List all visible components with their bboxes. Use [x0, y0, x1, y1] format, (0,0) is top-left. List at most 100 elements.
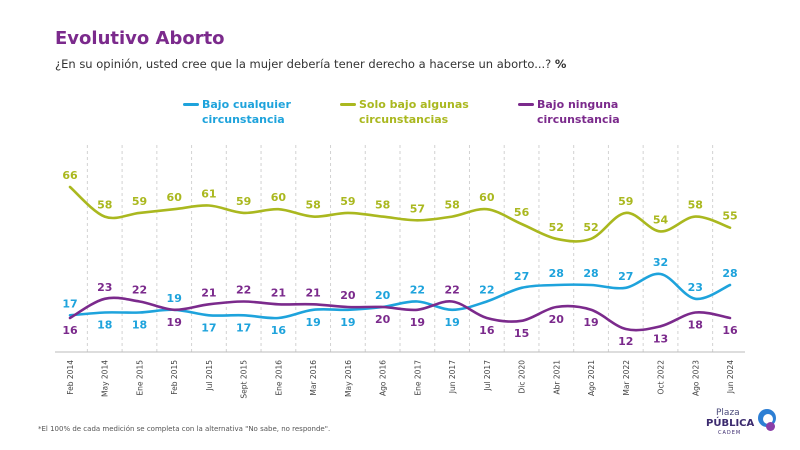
- x-tick-label: Ago 2016: [379, 360, 388, 396]
- x-tick-label: Ago 2023: [691, 360, 700, 396]
- x-tick-label: Abr 2021: [552, 360, 561, 395]
- data-label-bajo-ninguna: 21: [271, 286, 286, 299]
- x-tick-label: Mar 2022: [622, 360, 631, 396]
- data-label-solo-bajo-algunas: 59: [618, 195, 633, 208]
- data-label-bajo-ninguna: 15: [514, 327, 529, 340]
- logo-line3: CADEM: [718, 430, 742, 436]
- data-label-bajo-ninguna: 19: [583, 316, 598, 329]
- data-label-solo-bajo-algunas: 59: [236, 195, 251, 208]
- data-label-bajo-cualquier: 19: [306, 316, 321, 329]
- data-label-bajo-ninguna: 20: [375, 313, 391, 326]
- legend-label-line2: circunstancias: [359, 113, 449, 126]
- data-label-bajo-ninguna: 12: [618, 335, 633, 348]
- x-tick-label: Ene 2017: [413, 360, 422, 396]
- data-label-solo-bajo-algunas: 61: [201, 188, 216, 201]
- data-label-bajo-cualquier: 19: [444, 316, 459, 329]
- data-label-bajo-ninguna: 20: [549, 313, 565, 326]
- x-tick-label: Feb 2014: [66, 360, 75, 395]
- data-label-bajo-ninguna: 16: [479, 324, 495, 337]
- data-label-bajo-ninguna: 16: [62, 324, 78, 337]
- logo-bubble-accent-icon: [766, 422, 775, 431]
- data-label-bajo-cualquier: 19: [340, 316, 355, 329]
- data-label-bajo-ninguna: 22: [444, 284, 459, 297]
- data-label-bajo-cualquier: 16: [271, 324, 287, 337]
- data-label-bajo-cualquier: 27: [514, 270, 529, 283]
- data-label-solo-bajo-algunas: 52: [549, 221, 564, 234]
- data-label-solo-bajo-algunas: 58: [688, 199, 703, 212]
- data-label-bajo-ninguna: 18: [688, 319, 703, 332]
- x-tick-label: Ene 2016: [274, 360, 283, 396]
- data-label-solo-bajo-algunas: 60: [271, 191, 287, 204]
- data-label-bajo-cualquier: 28: [549, 267, 564, 280]
- data-label-bajo-ninguna: 21: [306, 286, 321, 299]
- series-line-bajo-ninguna: [68, 296, 732, 332]
- legend-label-line1: Solo bajo algunas: [359, 98, 469, 111]
- logo-bubble-inner-icon: [763, 414, 773, 424]
- data-label-bajo-cualquier: 22: [479, 284, 494, 297]
- x-tick-label: May 2016: [344, 360, 353, 397]
- data-label-bajo-cualquier: 17: [62, 297, 77, 310]
- data-label-bajo-cualquier: 17: [236, 321, 251, 334]
- data-label-bajo-ninguna: 16: [722, 324, 738, 337]
- legend-swatch-olive: [340, 103, 356, 106]
- x-tick-label: Dic 2020: [518, 360, 527, 394]
- legend-label-line1: Bajo cualquier: [202, 98, 291, 111]
- x-tick-label: Jul 2017: [483, 360, 492, 392]
- x-tick-label: Sept 2015: [240, 360, 249, 399]
- x-tick-label: Jul 2015: [205, 360, 214, 392]
- data-label-solo-bajo-algunas: 59: [340, 195, 355, 208]
- x-tick-label: Jun 2017: [448, 360, 457, 394]
- x-tick-label: Ago 2021: [587, 360, 596, 396]
- data-label-solo-bajo-algunas: 58: [97, 199, 112, 212]
- chart-subtitle: ¿En su opinión, usted cree que la mujer …: [55, 57, 566, 71]
- chart-title: Evolutivo Aborto: [55, 28, 225, 49]
- data-label-bajo-ninguna: 19: [410, 316, 425, 329]
- data-label-solo-bajo-algunas: 55: [722, 210, 737, 223]
- data-label-bajo-ninguna: 13: [653, 332, 668, 345]
- series-line-solo-bajo-algunas: [68, 185, 732, 243]
- legend-item-bajo-ninguna: Bajo ninguna circunstancia: [518, 97, 620, 127]
- legend-label-line1: Bajo ninguna: [537, 98, 619, 111]
- data-label-solo-bajo-algunas: 58: [306, 199, 321, 212]
- data-label-solo-bajo-algunas: 58: [444, 199, 459, 212]
- data-label-solo-bajo-algunas: 57: [410, 202, 425, 215]
- x-tick-label: Jun 2024: [726, 360, 735, 394]
- data-label-bajo-cualquier: 17: [201, 321, 216, 334]
- data-label-bajo-ninguna: 23: [97, 281, 112, 294]
- data-label-solo-bajo-algunas: 60: [167, 191, 183, 204]
- x-tick-label: Feb 2015: [170, 360, 179, 395]
- plaza-publica-cadem-logo: Plaza PÚBLICA CADEM: [706, 407, 782, 439]
- data-label-bajo-ninguna: 21: [201, 286, 216, 299]
- data-label-bajo-cualquier: 18: [132, 319, 147, 332]
- data-label-solo-bajo-algunas: 60: [479, 191, 495, 204]
- x-tick-label: Mar 2016: [309, 360, 318, 396]
- legend-label-line2: circunstancia: [537, 113, 620, 126]
- data-label-bajo-cualquier: 19: [167, 292, 182, 305]
- logo-line1: Plaza: [716, 408, 740, 418]
- legend-label-line2: circunstancia: [202, 113, 285, 126]
- x-tick-label: May 2014: [101, 360, 110, 397]
- x-tick-label: Oct 2022: [657, 360, 666, 395]
- data-label-bajo-cualquier: 32: [653, 256, 668, 269]
- data-label-solo-bajo-algunas: 56: [514, 206, 530, 219]
- data-label-bajo-cualquier: 28: [722, 267, 737, 280]
- data-label-solo-bajo-algunas: 54: [653, 213, 669, 226]
- subtitle-question: ¿En su opinión, usted cree que la mujer …: [55, 57, 552, 71]
- data-label-solo-bajo-algunas: 52: [583, 221, 598, 234]
- data-label-bajo-ninguna: 19: [167, 316, 182, 329]
- data-label-bajo-ninguna: 20: [340, 289, 356, 302]
- legend-item-solo-bajo-algunas: Solo bajo algunas circunstancias: [340, 97, 469, 127]
- legend-item-bajo-cualquier: Bajo cualquier circunstancia: [183, 97, 291, 127]
- legend-swatch-purple: [518, 103, 534, 106]
- data-label-solo-bajo-algunas: 59: [132, 195, 147, 208]
- data-label-bajo-ninguna: 22: [132, 284, 147, 297]
- legend-label: Bajo ninguna circunstancia: [537, 97, 620, 127]
- data-label-solo-bajo-algunas: 66: [62, 169, 78, 182]
- data-label-bajo-cualquier: 28: [583, 267, 598, 280]
- x-tick-label: Ene 2015: [135, 360, 144, 396]
- footnote: *El 100% de cada medición se completa co…: [38, 425, 331, 433]
- data-label-solo-bajo-algunas: 58: [375, 199, 390, 212]
- legend-label: Bajo cualquier circunstancia: [202, 97, 291, 127]
- data-label-bajo-ninguna: 22: [236, 284, 251, 297]
